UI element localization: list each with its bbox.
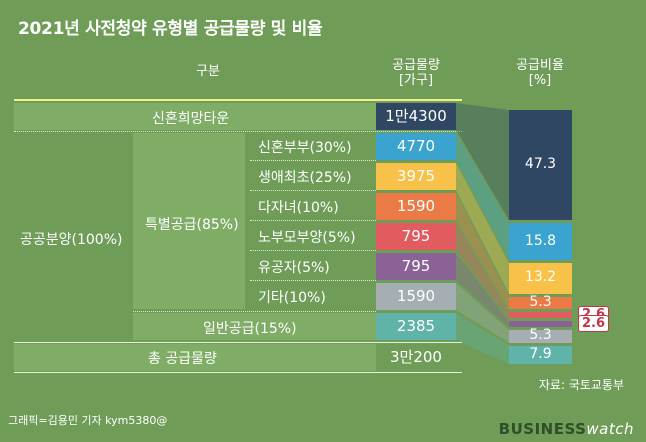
ratio-segment-special-first (509, 263, 572, 294)
divider-6 (250, 280, 376, 281)
ratio-segment-newlywed-town (509, 110, 572, 221)
value-special-other: 1590 (376, 283, 456, 310)
header-supply-unit: [가구] (398, 73, 434, 88)
ratio-label-special-other: 5.3 (529, 327, 552, 344)
ratio-segment-special-parents (509, 312, 572, 319)
value-special-multichild: 1590 (376, 193, 456, 220)
brand-main: BUSINESS (498, 420, 587, 438)
label-newlywed-town: 신혼희망타운 (152, 111, 230, 127)
divider-5 (250, 250, 376, 251)
ratio-segment-special-multichild (509, 296, 572, 310)
value-special-parents: 795 (376, 223, 456, 250)
divider-4 (250, 220, 376, 221)
connector-general (456, 313, 509, 364)
divider-1 (14, 131, 462, 132)
value-special-newlywed: 4770 (376, 133, 456, 160)
value-newlywed-town: 1만4300 (376, 103, 456, 130)
header-supply-label: 공급물량 (392, 58, 440, 73)
band-special (133, 133, 245, 309)
graphic-credit: 그래픽=김용민 기자 kym5380@ (8, 414, 168, 427)
label-special: 특별공급(85%) (145, 217, 239, 233)
label-special-newlywed: 신혼부부(30%) (258, 140, 352, 156)
ratio-label-special-multichild: 5.3 (529, 293, 552, 310)
connector-special-parents (456, 223, 509, 319)
header-category: 구분 (196, 64, 220, 79)
value-total: 3만200 (390, 348, 442, 366)
ratio-segment-special-newlywed (509, 223, 572, 261)
ratio-segment-special-other (509, 330, 572, 343)
label-special-multichild: 다자녀(10%) (258, 200, 339, 216)
label-general: 일반공급(15%) (203, 321, 297, 337)
connector-special-merit (456, 253, 509, 328)
ratio-label-special-first: 13.2 (524, 269, 557, 286)
band-general (133, 313, 376, 340)
header-ratio: 공급비율 [%] (500, 58, 580, 88)
chart-title: 2021년 사전청약 유형별 공급물량 및 비율 (18, 19, 323, 39)
label-special-first: 생애최초(25%) (258, 170, 352, 186)
value-general: 2385 (376, 313, 456, 340)
connector-special-first (456, 163, 509, 294)
ratio-label-special-newlywed: 15.8 (524, 232, 557, 249)
connector-newlywed-town (456, 103, 509, 221)
ratio-label-newlywed-town: 47.3 (524, 156, 557, 173)
ratio-segment-general (509, 345, 572, 364)
divider-7 (133, 311, 376, 312)
divider-total (14, 342, 462, 343)
header-supply: 공급물량 [가구] (376, 58, 456, 88)
band-newlywed-town (14, 103, 376, 130)
label-special-merit: 유공자(5%) (258, 260, 330, 276)
connector-special-other (456, 283, 509, 343)
band-total (14, 344, 376, 371)
label-public: 공공분양(100%) (20, 232, 123, 248)
brand-accent: watch (586, 420, 634, 438)
ratio-stacked-bar: 47.3 15.8 13.2 5.3 5.3 7.9 (509, 110, 572, 364)
label-special-parents: 노부모부양(5%) (258, 230, 356, 246)
divider-3 (250, 190, 376, 191)
value-special-first: 3975 (376, 163, 456, 190)
source-note: 자료: 국토교통부 (538, 378, 624, 392)
ratio-segment-special-merit (509, 321, 572, 328)
label-total: 총 공급물량 (148, 351, 217, 367)
label-special-other: 기타(10%) (258, 290, 326, 306)
connector-special-newlywed (456, 133, 509, 261)
brand-logo: BUSINESSwatch (499, 420, 634, 438)
value-special-merit: 795 (376, 253, 456, 280)
connector-special-multichild (456, 193, 509, 310)
ratio-label-general: 7.9 (529, 345, 552, 362)
divider-2 (250, 160, 376, 161)
ratio-label-special-merit: 2.6 (578, 315, 610, 333)
divider-bottom (14, 372, 462, 373)
header-divider (14, 99, 462, 101)
header-ratio-unit: [%] (528, 73, 552, 88)
header-ratio-label: 공급비율 (516, 58, 564, 73)
